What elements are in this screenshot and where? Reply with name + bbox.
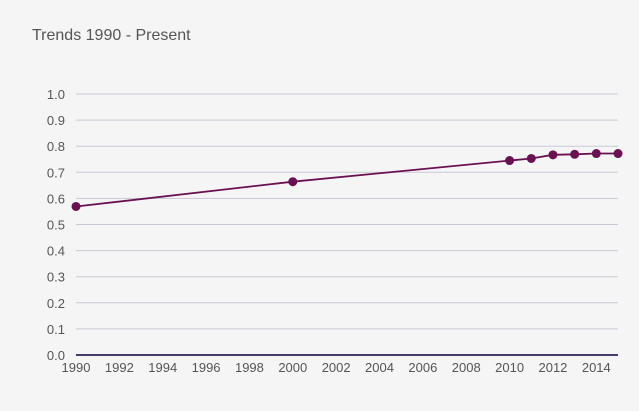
data-point[interactable] xyxy=(288,177,298,187)
x-tick-label: 2008 xyxy=(452,360,481,375)
grid-lines xyxy=(76,93,618,330)
chart-title: Trends 1990 - Present xyxy=(32,27,191,44)
y-tick-label: 0.6 xyxy=(47,191,65,206)
x-tick-label: 2014 xyxy=(582,360,611,375)
y-tick-label: 0.7 xyxy=(47,165,65,180)
y-tick-label: 0.5 xyxy=(47,218,65,233)
y-tick-label: 1.0 xyxy=(47,87,65,102)
data-point[interactable] xyxy=(591,149,601,159)
y-tick-label: 0.3 xyxy=(47,270,65,285)
x-axis-ticks: 1990 1992 1994 1996 1998 2000 2002 2004 2006 2008… xyxy=(62,360,611,375)
x-tick-label: 2006 xyxy=(408,360,437,375)
x-tick-label: 2002 xyxy=(322,360,351,375)
data-point[interactable] xyxy=(613,149,623,159)
x-tick-label: 1994 xyxy=(148,360,177,375)
data-point[interactable] xyxy=(526,153,536,163)
y-tick-label: 0.4 xyxy=(47,244,65,259)
x-tick-label: 1998 xyxy=(235,360,264,375)
data-point[interactable] xyxy=(548,150,558,160)
x-tick-label: 2000 xyxy=(278,360,307,375)
x-tick-label: 1992 xyxy=(105,360,134,375)
y-tick-label: 0.1 xyxy=(47,322,65,337)
x-tick-label: 2004 xyxy=(365,360,394,375)
data-point[interactable] xyxy=(71,201,81,211)
x-tick-label: 2010 xyxy=(495,360,524,375)
y-tick-label: 0.8 xyxy=(47,139,65,154)
y-tick-label: 0.9 xyxy=(47,113,65,128)
data-point[interactable] xyxy=(505,156,515,166)
y-tick-label: 0.2 xyxy=(47,296,65,311)
y-tick-label: 0.0 xyxy=(47,348,65,363)
x-tick-label: 2012 xyxy=(538,360,567,375)
y-axis-ticks: 0.0 0.1 0.2 0.3 0.4 0.5 0.6 0.7 0.8 0.9 1.0 xyxy=(47,87,65,363)
series-group xyxy=(71,149,623,211)
x-tick-label: 1990 xyxy=(62,360,91,375)
x-tick-label: 1996 xyxy=(192,360,221,375)
data-point[interactable] xyxy=(570,149,580,159)
